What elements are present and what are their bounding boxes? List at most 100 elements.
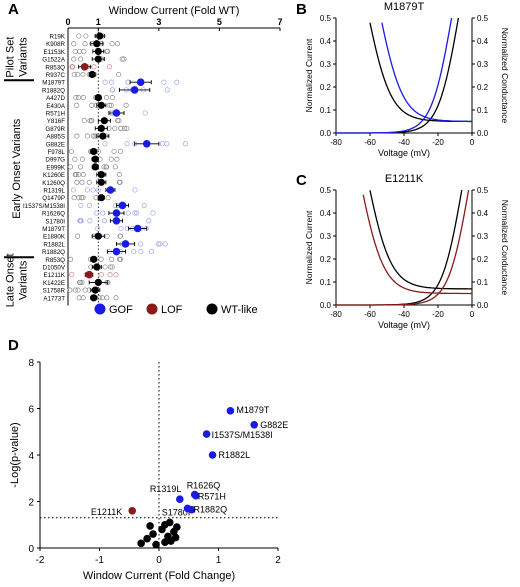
panel-d-ylabel: -Log(p-value) [9, 422, 21, 487]
panel-a-cell-point [79, 156, 85, 162]
panel-a-mean-point [97, 171, 105, 179]
panel-a-cell-point [111, 148, 117, 155]
panel-a-cell-point [98, 256, 104, 262]
panel-a-mean-point [90, 255, 98, 263]
panel-d-point-label: R571H [198, 492, 226, 502]
panel-a-row-label: S1758R [43, 288, 66, 295]
panel-a-cell-point [161, 79, 167, 85]
panel-a-cell-point [109, 95, 115, 101]
panel-a-cell-point [90, 133, 96, 139]
panel-b-ytick-label-right: 0.0 [477, 129, 489, 138]
panel-a-cell-point [68, 148, 74, 155]
panel-a-cell-point [78, 202, 84, 208]
panel-a-cell-point [117, 233, 123, 239]
panel-a-cell-point [118, 225, 124, 232]
panel-a-cell-point [74, 179, 80, 185]
panel-a-cell-point [93, 195, 99, 201]
panel-b-xtick-label: -80 [330, 138, 342, 147]
panel-a-cell-point [79, 179, 85, 185]
panel-a-cell-point [114, 41, 120, 47]
panel-a-cell-point [87, 218, 93, 224]
panel-a-cell-point [94, 210, 100, 216]
panel-a-cell-point [72, 172, 78, 178]
panel-b-ytick-label: 0.0 [320, 129, 332, 138]
panel-a-mean-point [97, 194, 105, 202]
panel-a-cell-point [75, 287, 81, 293]
panel-a-cell-point [75, 233, 81, 239]
panel-a-cell-point [116, 118, 122, 124]
panel-a-mean-point [90, 294, 98, 302]
panel-a-cell-point [96, 295, 102, 301]
panel-a-row-label: R1319L [43, 188, 65, 195]
panel-d-xtick-label: -1 [95, 555, 104, 566]
panel-a-cell-point [95, 187, 101, 193]
panel-a-cell-point [71, 195, 77, 201]
panel-d-point [176, 495, 184, 503]
panel-a-cell-point [80, 95, 86, 101]
panel-a-cell-point [78, 56, 84, 62]
panel-a-mean-point [97, 101, 105, 109]
panel-b-ylabel-right: Normalized Conductance [500, 28, 510, 124]
panel-c-ytick-label: 0.5 [320, 186, 332, 195]
panel-a-cell-point [123, 102, 129, 108]
panel-c-title: E1211K [385, 173, 424, 185]
panel-a-cell-point [121, 56, 127, 62]
panel-a-cell-point [89, 102, 95, 108]
panel-a-row-label: R571H [46, 111, 65, 118]
panel-a-cell-point [76, 295, 82, 301]
panel-a-cell-point [162, 241, 168, 247]
panel-a-cell-point [132, 210, 138, 216]
panel-a-row-label: G882E [46, 141, 65, 148]
panel-a-cell-point [157, 241, 163, 247]
panel-a-cell-point [80, 172, 86, 178]
panel-a-cell-point [86, 179, 92, 185]
panel-a-cell-point [119, 56, 125, 62]
panel-a-row-label: E1880K [43, 234, 66, 241]
panel-a-cell-point [131, 249, 137, 255]
panel-d-point-label: S1780I [162, 508, 191, 518]
panel-a-mean-point [91, 286, 99, 294]
panel-a-cell-point [98, 272, 104, 278]
panel-a-xtick-label: 1 [96, 17, 101, 27]
panel-c-ytick-label: 0.0 [320, 301, 332, 310]
panel-d-point [165, 518, 174, 527]
panel-a-cell-point [109, 264, 115, 270]
panel-a-mean-point [93, 263, 101, 271]
panel-d-point-label: R1882L [219, 450, 251, 460]
panel-a-row-label: D1050V [43, 265, 66, 272]
panel-a-row-label: Y816F [47, 118, 65, 125]
panel-a-cell-point [124, 141, 130, 147]
panel-d-point-label: E1211K [91, 507, 122, 517]
panel-a-cell-point [155, 241, 161, 247]
panel-d-point [173, 523, 181, 531]
panel-a-mean-point [80, 63, 89, 71]
panel-a-cell-point [71, 56, 77, 62]
panel-a-cell-point [77, 48, 83, 54]
panel-a-mean-point [97, 124, 105, 132]
panel-b-ytick-label-right: 0.1 [477, 106, 489, 115]
panel-a-mean-point [94, 232, 102, 240]
panel-d-xtick-label: 2 [275, 555, 281, 566]
legend-label: LOF [161, 304, 183, 316]
legend-marker-gof [94, 303, 106, 315]
panel-a-row-label: G1522A [42, 57, 66, 64]
panel-a-row-label: D997G [45, 157, 65, 164]
panel-d-ytick-label: 0 [28, 544, 34, 555]
panel-c-ylabel-left: Normalized Current [304, 210, 314, 284]
panel-a-cell-point [104, 95, 110, 101]
panel-a-cell-point [72, 287, 78, 293]
panel-a-cell-point [141, 202, 147, 208]
panel-a-cell-point [112, 125, 118, 131]
panel-a-xtick-label: 7 [277, 17, 282, 27]
panel-a-cell-point [81, 48, 87, 54]
panel-a-row-label: R1626Q [42, 211, 65, 218]
panel-b-ytick-label: 0.2 [320, 83, 332, 92]
panel-a-mean-point [97, 178, 105, 186]
panel-a-cell-point [95, 225, 101, 232]
panel-c-ytick-label-right: 0.3 [477, 232, 489, 241]
panel-a-row-label: M1879T [42, 80, 65, 87]
panel-a-group-label: Variants [18, 260, 30, 300]
panel-c-xtick-label: 0 [470, 310, 475, 319]
panel-a-row-label: E430A [46, 103, 65, 110]
panel-a-cell-point [164, 87, 170, 93]
